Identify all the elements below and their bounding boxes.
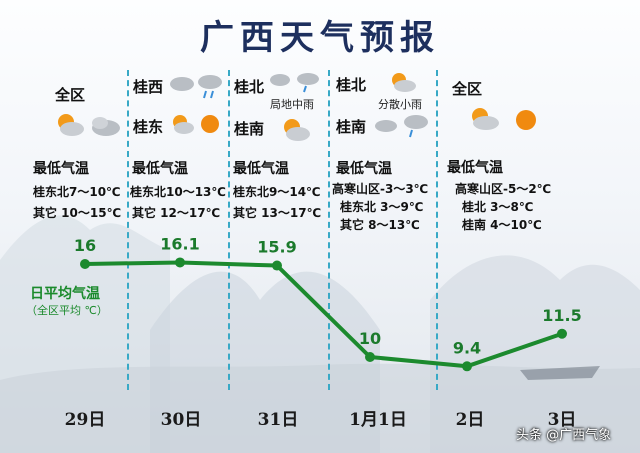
region-label: 全区	[452, 80, 483, 98]
region-label: 桂北	[234, 78, 265, 96]
day-label: 29日	[64, 410, 106, 430]
min-temp-title: 最低气温	[132, 161, 188, 177]
data-label: 10	[359, 329, 381, 348]
column-divider	[228, 70, 230, 390]
min-temp-line: 桂东北9～14℃	[233, 185, 321, 199]
min-temp-title: 最低气温	[233, 161, 289, 177]
min-temp-title: 最低气温	[336, 161, 392, 177]
cloudy-rain-icon	[270, 73, 319, 93]
data-point	[365, 352, 375, 362]
min-temp-line: 桂东北7～10℃	[33, 185, 121, 199]
min-temp-title: 最低气温	[33, 161, 89, 177]
region-label: 桂东	[133, 118, 164, 136]
data-label: 16	[74, 236, 96, 255]
column-divider	[127, 70, 129, 390]
region-label: 桂西	[133, 78, 164, 96]
cloudy-rain-icon	[375, 115, 428, 138]
data-point	[272, 260, 282, 271]
min-temp-line: 其它 12～17℃	[132, 206, 221, 220]
rain-note: 分散小雨	[378, 98, 422, 111]
partly-cloudy-icon	[284, 119, 310, 141]
region-label: 全区	[55, 86, 86, 104]
data-point	[175, 257, 185, 268]
watermark: 头条 @广西气象	[516, 428, 612, 443]
partly-sunny-icon	[173, 115, 219, 134]
page-title: 广西天气预报	[200, 18, 440, 58]
column-divider	[436, 70, 438, 390]
region-label: 桂南	[234, 120, 265, 138]
partly-sunny-icon	[472, 108, 536, 130]
series-line	[84, 260, 563, 369]
day-label: 1月1日	[349, 410, 407, 430]
min-temp-title: 最低气温	[447, 160, 503, 176]
day-label: 2日	[455, 410, 485, 430]
min-temp-line: 其它 8～13℃	[340, 218, 420, 232]
min-temp-line: 桂东北10～13℃	[130, 185, 226, 199]
column-divider	[328, 70, 330, 390]
min-temp-line: 桂北 3～8℃	[462, 200, 534, 214]
min-temp-line: 其它 10～15℃	[33, 206, 122, 220]
partly-cloudy-icon	[58, 114, 120, 136]
data-point	[80, 259, 90, 269]
region-label: 桂南	[336, 118, 367, 136]
data-point	[462, 361, 472, 372]
min-temp-line: 桂南 4～10℃	[462, 218, 542, 232]
legend-title: 日平均气温	[30, 286, 100, 302]
partly-cloudy-rain-icon	[392, 73, 416, 92]
data-label: 15.9	[257, 238, 296, 257]
min-temp-line: 其它 13～17℃	[233, 206, 322, 220]
rain-note: 局地中雨	[270, 98, 314, 111]
legend-subtitle: （全区平均 ℃）	[26, 304, 108, 317]
day-label: 30日	[160, 410, 202, 430]
data-label: 11.5	[542, 306, 581, 325]
data-label: 9.4	[453, 338, 481, 357]
cloudy-rain-icon	[170, 75, 222, 99]
region-label: 桂北	[336, 76, 367, 94]
day-label: 3日	[547, 410, 577, 430]
min-temp-line: 桂东北 3～9℃	[340, 200, 424, 214]
data-point	[557, 328, 567, 339]
min-temp-line: 高寒山区-5～2℃	[455, 182, 552, 196]
day-label: 31日	[257, 410, 299, 430]
min-temp-line: 高寒山区-3～3℃	[332, 182, 429, 196]
data-label: 16.1	[160, 234, 199, 253]
